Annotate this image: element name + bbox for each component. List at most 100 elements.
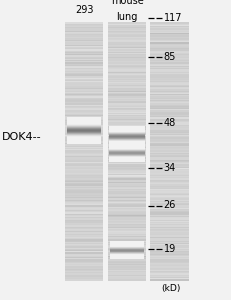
Bar — [65, 59, 103, 60]
Bar — [107, 214, 146, 215]
Bar — [65, 62, 103, 64]
Bar — [67, 139, 101, 140]
Bar — [107, 255, 146, 256]
Bar — [107, 221, 146, 222]
Bar — [107, 79, 146, 80]
Bar — [150, 41, 188, 42]
Bar — [65, 141, 103, 142]
Bar — [107, 183, 146, 184]
Bar — [107, 195, 146, 196]
Bar — [107, 278, 146, 279]
Bar — [107, 141, 146, 142]
Bar — [150, 79, 188, 80]
Bar — [67, 134, 101, 135]
Bar — [150, 101, 188, 102]
Bar — [150, 66, 188, 67]
Bar — [107, 164, 146, 166]
Bar — [65, 113, 103, 114]
Bar — [65, 178, 103, 180]
Bar — [150, 152, 188, 153]
Bar — [107, 185, 146, 187]
Bar — [150, 174, 188, 175]
Bar — [65, 274, 103, 276]
Bar — [150, 239, 188, 241]
Bar — [65, 279, 103, 280]
Bar — [65, 214, 103, 215]
Bar — [107, 236, 146, 237]
Bar — [65, 65, 103, 66]
Text: (kD): (kD) — [161, 284, 180, 292]
Bar — [107, 210, 146, 211]
Bar — [65, 218, 103, 220]
Bar — [65, 112, 103, 113]
Bar — [107, 105, 146, 106]
Bar — [65, 115, 103, 116]
Bar — [150, 61, 188, 62]
Bar — [107, 24, 146, 25]
Bar — [107, 231, 146, 232]
Bar — [65, 176, 103, 177]
Bar — [65, 27, 103, 28]
Bar — [107, 54, 146, 55]
Bar — [150, 110, 188, 112]
Bar — [65, 102, 103, 104]
Bar — [150, 211, 188, 212]
Bar — [150, 220, 188, 221]
Bar — [107, 42, 146, 44]
Bar — [107, 95, 146, 96]
Bar — [107, 249, 146, 250]
Bar — [65, 171, 103, 172]
Bar — [65, 277, 103, 278]
Bar — [65, 143, 103, 145]
Text: 48: 48 — [163, 118, 175, 128]
Bar — [107, 148, 146, 149]
Bar — [67, 118, 101, 119]
Bar — [65, 162, 103, 163]
Bar — [150, 268, 188, 269]
Bar — [150, 212, 188, 214]
Bar — [150, 172, 188, 174]
Bar — [150, 206, 188, 207]
Bar — [150, 135, 188, 136]
Bar — [107, 182, 146, 183]
Bar — [67, 120, 101, 121]
Bar — [107, 201, 146, 202]
Bar — [65, 153, 103, 154]
Bar — [150, 98, 188, 99]
Bar — [150, 70, 188, 72]
Bar — [150, 132, 188, 133]
Bar — [107, 262, 146, 263]
Bar — [65, 230, 103, 231]
Bar — [107, 53, 146, 54]
Bar — [150, 247, 188, 248]
Bar — [107, 45, 146, 46]
Bar — [65, 155, 103, 156]
Bar — [107, 160, 146, 161]
Bar — [107, 254, 146, 255]
Bar — [107, 114, 146, 115]
Bar — [107, 252, 146, 253]
Bar — [150, 158, 188, 160]
Bar — [150, 93, 188, 94]
Bar — [65, 103, 103, 105]
Bar — [107, 229, 146, 230]
Bar — [107, 40, 146, 41]
Bar — [150, 118, 188, 119]
Bar — [150, 55, 188, 56]
Bar — [107, 118, 146, 119]
Bar — [65, 147, 103, 148]
Bar — [107, 217, 146, 218]
Bar — [107, 99, 146, 100]
Bar — [65, 83, 103, 85]
Bar — [150, 64, 188, 65]
Bar — [67, 119, 101, 120]
Bar — [150, 190, 188, 191]
Bar — [65, 216, 103, 217]
Bar — [107, 61, 146, 62]
Bar — [107, 220, 146, 221]
Bar — [65, 42, 103, 44]
Bar — [107, 176, 146, 177]
Bar — [65, 223, 103, 224]
Bar — [107, 25, 146, 26]
Bar — [150, 249, 188, 250]
